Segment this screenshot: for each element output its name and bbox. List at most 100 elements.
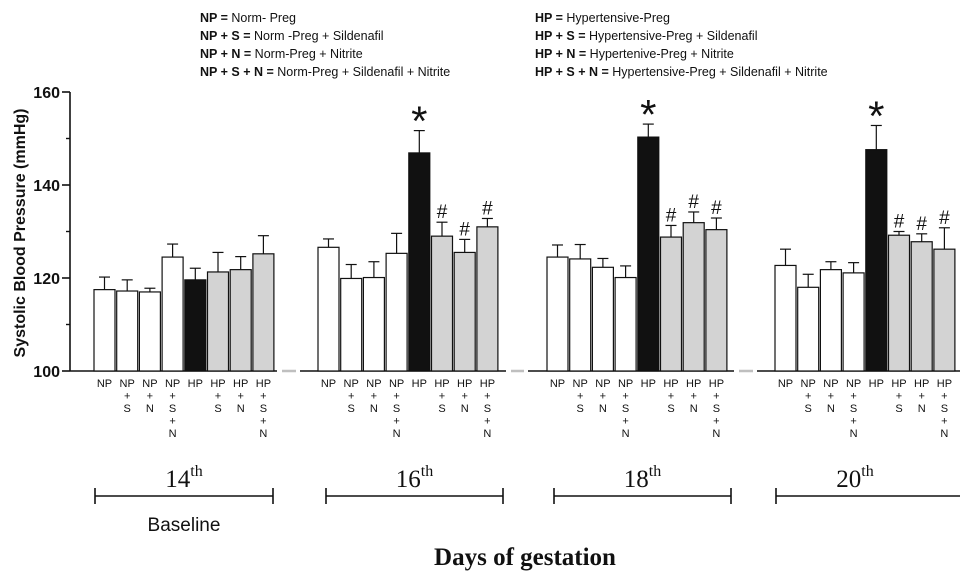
day-number: 14 [165,466,191,493]
category-label: HP [914,378,929,390]
baseline-label: Baseline [148,515,221,536]
bar [93,289,116,372]
bar [340,277,363,372]
significance-hash: # [666,205,677,226]
category-label: HP [686,378,701,390]
category-label: S [667,403,674,415]
category-label: NP [846,378,861,390]
legend-equals: = [240,47,254,61]
category-label: N [169,428,177,440]
bar [637,136,660,372]
legend-abbr: NP [200,11,217,25]
bar [116,290,139,372]
significance-hash: # [437,202,448,223]
category-label: N [599,403,607,415]
legend-equals: = [240,29,254,43]
bar [430,235,454,372]
category-label: + [622,391,628,403]
bar [774,264,797,372]
bar [385,252,408,372]
bar [453,251,476,372]
category-label: NP [389,378,404,390]
y-tick-label: 100 [33,364,60,381]
legend-abbr: HP + S + N [535,65,598,79]
category-label: HP [457,378,472,390]
category-label: N [461,403,469,415]
category-label: HP [937,378,952,390]
category-label: S [622,403,629,415]
category-label: + [600,391,606,403]
category-label: S [438,403,445,415]
category-label: NP [344,378,359,390]
bar [161,256,184,372]
category-label: + [461,391,467,403]
category-label: S [713,403,720,415]
category-label: HP [869,378,884,390]
category-label: + [850,391,856,403]
category-label: S [577,403,584,415]
legend-entry: HP + S = Hypertensive-Preg + Sildenafil [535,29,757,43]
legend-equals: = [217,11,231,25]
category-label: HP [412,378,427,390]
category-label: NP [573,378,588,390]
bar [138,291,161,372]
legend-equals: = [263,65,277,79]
legend-description: Norm- Preg [231,11,296,25]
category-label: HP [709,378,724,390]
legend-abbr: HP + N [535,47,575,61]
bar [682,222,705,372]
category-label: N [370,403,378,415]
bar [184,279,207,372]
significance-hash: # [939,208,950,229]
day-label: 16th [396,463,433,493]
bar [362,276,385,372]
day-label: 20th [836,463,873,493]
category-label: + [124,391,130,403]
day-suffix: th [649,463,661,480]
category-label: + [260,416,266,428]
legend-description: Hypertenive-Preg + Nitrite [590,47,734,61]
category-label: N [918,403,926,415]
legend-abbr: HP + S [535,29,575,43]
category-label: N [146,403,154,415]
category-label: N [393,428,401,440]
category-label: + [484,416,490,428]
category-label: + [260,391,266,403]
legend-entry: NP + N = Norm-Preg + Nitrite [200,47,363,61]
category-label: HP [256,378,271,390]
significance-hash: # [711,198,722,219]
category-label: S [895,403,902,415]
category-label: S [941,403,948,415]
y-axis-label: Systolic Blood Pressure (mmHg) [12,109,29,358]
legend-equals: = [598,65,612,79]
category-label: NP [801,378,816,390]
legend-description: Hypertensive-Preg + Sildenafil [589,29,758,43]
legend-description: Norm -Preg + Sildenafil [254,29,384,43]
category-label: + [371,391,377,403]
category-label: + [393,391,399,403]
category-label: S [169,403,176,415]
category-label: S [393,403,400,415]
y-tick-label: 120 [33,271,60,288]
significance-hash: # [482,198,493,219]
bar [659,236,683,372]
bar [408,152,431,372]
bar [887,234,911,372]
category-label: N [690,403,698,415]
day-number: 20 [836,466,861,493]
bar [614,276,637,372]
legend-abbr: NP + S [200,29,240,43]
legend-entry: NP + S + N = Norm-Preg + Sildenafil + Ni… [200,65,450,79]
day-suffix: th [421,463,433,480]
category-label: NP [97,378,112,390]
category-label: NP [120,378,135,390]
category-label: + [918,391,924,403]
significance-asterisk: * [868,92,884,139]
day-suffix: th [190,463,202,480]
bar [206,271,230,372]
legend-entry: HP + S + N = Hypertensive-Preg + Sildena… [535,65,828,79]
legend-description: Hypertensive-Preg [566,11,670,25]
x-axis-label: Days of gestation [434,544,616,571]
category-label: N [622,428,630,440]
category-label: + [484,391,490,403]
